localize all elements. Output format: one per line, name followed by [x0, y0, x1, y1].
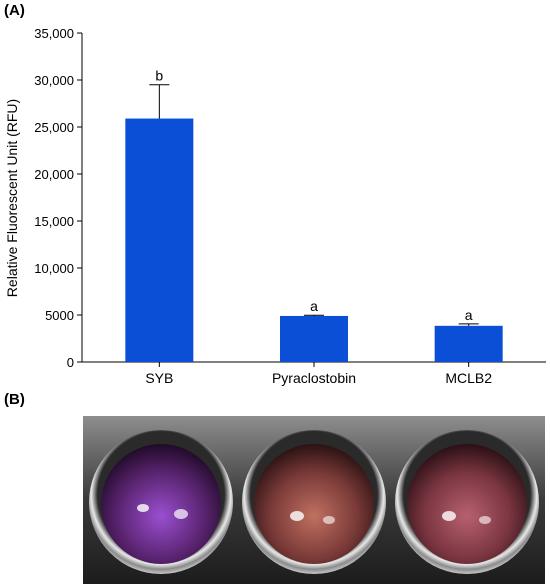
bar-chart: 0 5000 10,000 15,000 20,000 25,000 30,000 35,00…	[4, 26, 546, 386]
significance-label: a	[310, 298, 318, 314]
y-axis-title: Relative Fluorescent Unit (RFU)	[4, 99, 20, 297]
chart-bars	[125, 118, 503, 362]
y-tick-label: 0	[67, 355, 74, 370]
bar	[280, 315, 348, 362]
y-axis-ticks: 0 5000 10,000 15,000 20,000 25,000 30,000 35,00…	[34, 26, 82, 370]
y-tick-label: 20,000	[34, 167, 74, 182]
x-tick-label: MCLB2	[445, 370, 492, 386]
bar	[434, 325, 503, 362]
well-2	[242, 430, 386, 574]
bar	[125, 118, 194, 362]
significance-label: a	[465, 307, 473, 323]
panel-a-label: (A)	[4, 2, 25, 19]
y-tick-label: 30,000	[34, 73, 74, 88]
well-1	[89, 430, 233, 574]
significance-labels: b a a	[155, 68, 472, 323]
y-tick-label: 5000	[45, 308, 74, 323]
well-plate-photo	[83, 416, 545, 584]
y-tick-label: 15,000	[34, 214, 74, 229]
x-axis-ticks: SYB Pyraclostobin MCLB2	[145, 362, 492, 386]
y-tick-label: 35,000	[34, 26, 74, 41]
y-tick-label: 25,000	[34, 120, 74, 135]
significance-label: b	[155, 68, 163, 84]
x-tick-label: SYB	[145, 370, 173, 386]
well-3	[395, 430, 539, 574]
chart-error-bars	[149, 84, 479, 326]
panel-b-label: (B)	[4, 391, 25, 408]
y-tick-label: 10,000	[34, 261, 74, 276]
x-tick-label: Pyraclostobin	[272, 370, 356, 386]
